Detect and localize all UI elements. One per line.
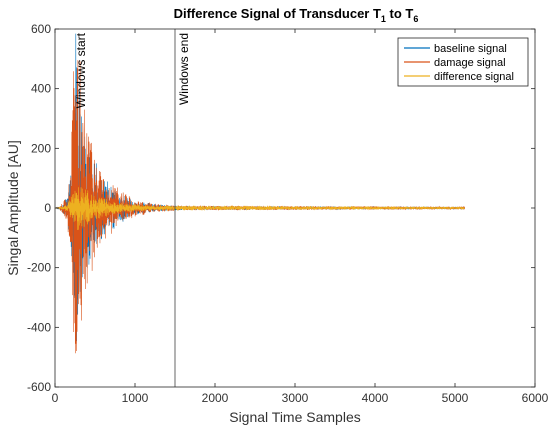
legend-label: baseline signal: [434, 43, 507, 55]
x-tick-label: 3000: [282, 391, 309, 405]
plot-area: Windows start Windows end 0 1000 2000 3000 40…: [27, 22, 549, 405]
y-tick-label: 400: [31, 82, 51, 96]
y-tick-label: -400: [27, 320, 51, 334]
y-tick-label: -200: [27, 261, 51, 275]
x-tick-label: 4000: [362, 391, 389, 405]
y-tick-label: 600: [31, 22, 51, 36]
x-tick-label: 0: [52, 391, 59, 405]
x-tick-label: 6000: [522, 391, 549, 405]
x-tick-label: 2000: [202, 391, 229, 405]
chart-title-main: Difference Signal of Transducer T: [174, 6, 381, 21]
ticks-group: 0 1000 2000 3000 4000 5000 6000 -600 -400 -200 0 20…: [27, 22, 549, 405]
series-group: [54, 33, 465, 354]
x-tick-label: 5000: [442, 391, 469, 405]
chart-title-mid: to T: [386, 6, 413, 21]
y-axis-title: Singal Amplitude [AU]: [5, 140, 21, 275]
chart-title-sub1: 1: [381, 14, 386, 24]
x-axis-title: Signal Time Samples: [229, 409, 361, 425]
legend-label: damage signal: [434, 57, 506, 69]
legend: baseline signal damage signal difference s…: [397, 37, 529, 87]
y-tick-label: -600: [27, 380, 51, 394]
series-line-difference-signal: [54, 187, 465, 231]
annotation-label: Windows end: [177, 33, 191, 105]
y-tick-label: 200: [31, 141, 51, 155]
chart-title: Difference Signal of Transducer T1 to T6: [174, 6, 419, 24]
y-tick-label: 0: [44, 201, 51, 215]
legend-label: difference signal: [434, 71, 514, 83]
chart-title-sub2: 6: [413, 14, 418, 24]
annotation-label: Windows start: [74, 32, 88, 108]
x-tick-label: 1000: [122, 391, 149, 405]
annotation-group: Windows start Windows end: [74, 29, 191, 387]
